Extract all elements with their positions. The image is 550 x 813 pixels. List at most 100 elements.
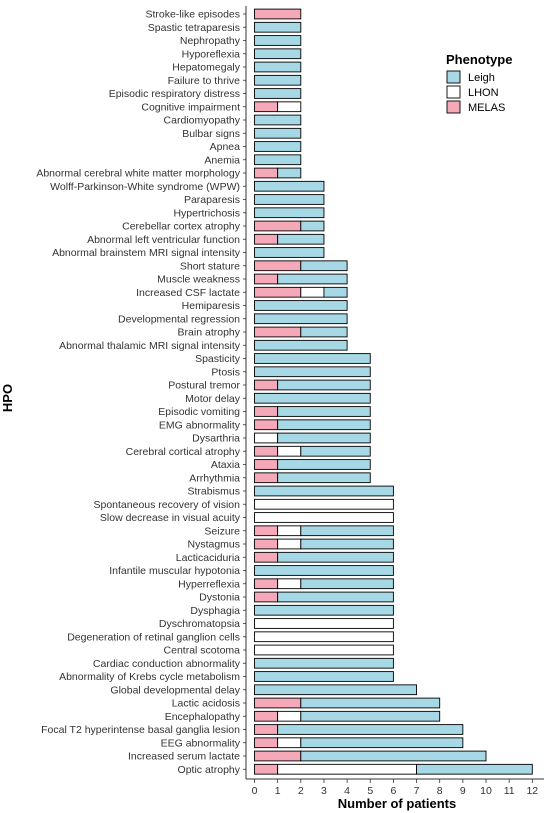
bar-leigh xyxy=(300,697,441,709)
category-label: Increased serum lactate xyxy=(128,751,240,763)
category-label: Global developmental delay xyxy=(110,684,240,696)
bar-leigh xyxy=(277,724,464,735)
bar-melas xyxy=(254,419,279,431)
category-label: Lacticaciduria xyxy=(176,552,240,564)
x-tick-label: 4 xyxy=(344,785,350,797)
bar-leigh xyxy=(300,750,487,762)
bar-lhon xyxy=(277,538,302,550)
category-label: Cardiomyopathy xyxy=(164,115,241,127)
bar-leigh xyxy=(254,392,371,404)
bar-leigh xyxy=(254,207,325,219)
bar-leigh xyxy=(254,194,325,205)
bar-lhon xyxy=(254,432,279,444)
category-label: Abnormal left ventricular function xyxy=(87,234,240,246)
category-label: EMG abnormality xyxy=(159,419,241,431)
bar-melas xyxy=(254,459,279,470)
bar-melas xyxy=(254,578,279,590)
bar-leigh xyxy=(277,551,394,563)
category-label: Hyperreflexia xyxy=(178,578,240,590)
bar-leigh xyxy=(254,604,394,616)
bar-leigh xyxy=(300,538,394,550)
category-label: Nystagmus xyxy=(187,539,240,551)
category-label: Nephropathy xyxy=(180,35,241,47)
bar-lhon xyxy=(277,710,302,722)
category-label: Dystonia xyxy=(199,592,240,604)
category-label: Cognitive impairment xyxy=(141,101,240,113)
bar-leigh xyxy=(254,671,394,682)
category-label: Lactic acidosis xyxy=(172,698,240,710)
y-axis-title: HPO xyxy=(0,384,15,412)
legend-key-lhon xyxy=(446,85,461,99)
category-label: Short stature xyxy=(180,260,240,272)
bar-leigh xyxy=(254,88,302,99)
bar-melas xyxy=(254,260,302,272)
bar-melas xyxy=(254,326,302,338)
bar-leigh xyxy=(254,657,394,669)
legend-label-leigh: Leigh xyxy=(468,72,495,84)
legend: Phenotype Leigh LHON MELAS xyxy=(446,52,512,114)
category-label: Infantile muscular hypotonia xyxy=(109,565,240,577)
bar-leigh xyxy=(254,127,302,139)
category-label: Abnormal brainstem MRI signal intensity xyxy=(52,247,241,259)
bar-lhon xyxy=(254,644,394,656)
bar-lhon xyxy=(254,498,394,510)
bar-leigh xyxy=(254,141,302,152)
bar-lhon xyxy=(277,737,302,749)
bar-leigh xyxy=(277,406,371,417)
bar-leigh xyxy=(300,326,348,338)
bar-leigh xyxy=(254,48,302,60)
bar-lhon xyxy=(277,578,302,590)
category-label: Brain atrophy xyxy=(178,327,241,339)
category-label: Seizure xyxy=(204,525,240,537)
bar-melas xyxy=(254,445,279,457)
bar-leigh xyxy=(254,21,302,33)
bar-leigh xyxy=(254,339,348,351)
bar-lhon xyxy=(277,763,417,775)
bar-leigh xyxy=(254,366,371,378)
category-label: Wolff-Parkinson-White syndrome (WPW) xyxy=(50,181,240,193)
x-tick-label: 5 xyxy=(367,785,373,797)
bar-melas xyxy=(254,220,302,232)
category-label: Abnormal cerebral white matter morpholog… xyxy=(36,168,240,180)
bar-leigh xyxy=(300,737,464,749)
category-label: Stroke-like episodes xyxy=(145,9,240,21)
x-tick-label: 6 xyxy=(390,785,396,797)
bar-leigh xyxy=(254,485,394,497)
x-tick-label: 11 xyxy=(504,785,515,797)
bar-leigh xyxy=(254,684,418,696)
bar-lhon xyxy=(254,512,394,523)
bar-melas xyxy=(254,538,279,550)
x-tick-label: 0 xyxy=(252,785,258,797)
category-label: Ataxia xyxy=(211,459,240,471)
bar-melas xyxy=(254,286,302,298)
category-label: Muscle weakness xyxy=(157,274,240,286)
bar-leigh xyxy=(254,35,302,46)
bar-leigh xyxy=(300,578,394,590)
bar-leigh xyxy=(277,419,371,431)
bar-melas xyxy=(254,8,302,20)
bar-leigh xyxy=(254,74,302,86)
bar-leigh xyxy=(300,220,325,232)
bar-melas xyxy=(254,724,279,735)
category-label: Failure to thrive xyxy=(168,75,241,87)
category-label: Dysphagia xyxy=(190,605,240,617)
x-axis-title: Number of patients xyxy=(338,796,456,811)
bar-lhon xyxy=(277,101,302,113)
bar-melas xyxy=(254,525,279,537)
legend-label-lhon: LHON xyxy=(468,87,499,99)
category-label: Paraparesis xyxy=(184,194,240,206)
category-label: Degeneration of retinal ganglion cells xyxy=(67,631,240,643)
x-tick-label: 7 xyxy=(414,785,420,797)
bar-leigh xyxy=(277,273,348,285)
bar-leigh xyxy=(254,61,302,73)
category-label: Hypertrichosis xyxy=(173,207,240,219)
bar-leigh xyxy=(416,763,533,775)
x-tick-label: 8 xyxy=(437,785,443,797)
category-label: Strabismus xyxy=(187,486,240,498)
bar-leigh xyxy=(254,565,394,576)
category-label: Dysarthria xyxy=(192,433,240,445)
bar-leigh xyxy=(277,167,302,179)
category-label: Spontaneous recovery of vision xyxy=(93,499,240,511)
bar-leigh xyxy=(254,313,348,325)
